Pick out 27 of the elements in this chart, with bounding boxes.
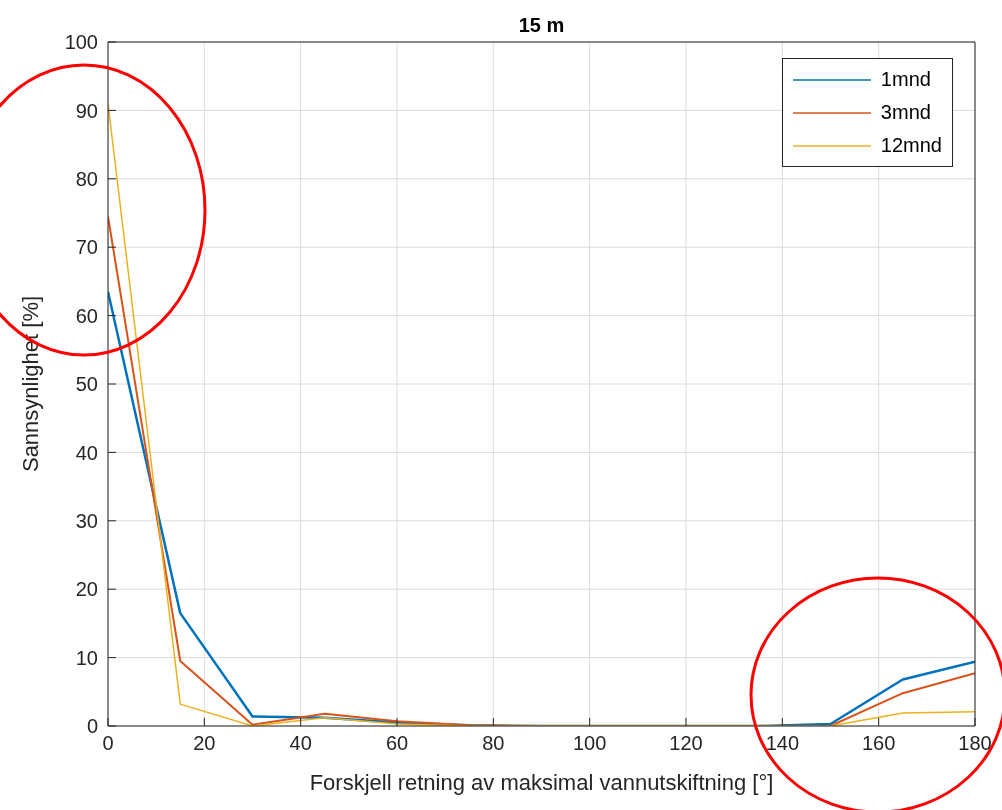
x-tick-label: 80 — [482, 732, 505, 755]
y-tick-label: 90 — [75, 99, 98, 122]
x-tick-label: 160 — [861, 732, 896, 755]
x-tick-label: 60 — [385, 732, 409, 755]
y-tick-label: 50 — [75, 373, 98, 396]
y-tick-label: 30 — [75, 509, 98, 532]
x-tick-label: 40 — [289, 732, 312, 755]
legend-label: 1mnd — [880, 68, 931, 91]
x-axis-title: Forskjell retning av maksimal vannutskiftning [°] — [309, 770, 774, 795]
y-tick-label: 60 — [75, 304, 98, 327]
y-tick-label: 70 — [75, 236, 98, 259]
y-tick-label: 10 — [75, 646, 98, 669]
y-axis-title: Sannsynlighet [%] — [17, 295, 43, 473]
x-tick-label: 180 — [958, 732, 992, 755]
y-tick-label: 100 — [64, 31, 98, 54]
x-tick-label: 0 — [102, 732, 114, 755]
x-tick-label: 100 — [572, 732, 607, 755]
y-tick-label: 20 — [75, 578, 98, 601]
y-tick-label: 0 — [86, 715, 98, 738]
legend-label: 3mnd — [880, 101, 931, 124]
x-tick-label: 20 — [193, 732, 216, 755]
y-tick-label: 80 — [75, 167, 98, 190]
x-tick-label: 120 — [669, 732, 703, 755]
legend-label: 12mnd — [880, 134, 942, 157]
chart-title: 15 m — [517, 14, 566, 37]
y-tick-label: 40 — [75, 441, 98, 464]
x-tick-label: 140 — [765, 732, 800, 755]
